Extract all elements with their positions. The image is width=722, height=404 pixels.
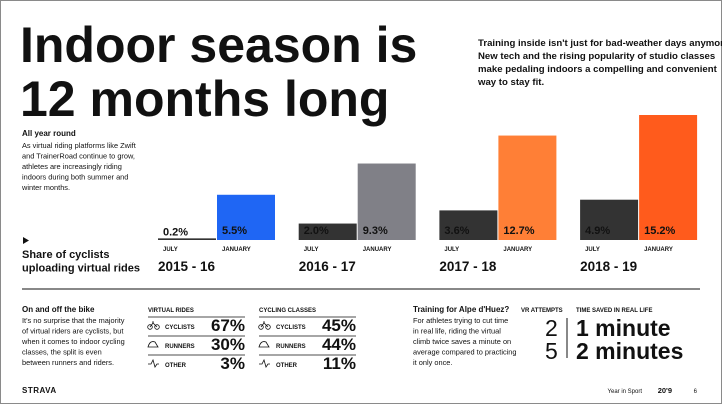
time-saved: 2 minutes: [576, 338, 683, 364]
other-icon: [259, 358, 270, 368]
series-label: JULY: [444, 247, 459, 253]
table-title: VIRTUAL RIDES: [148, 308, 194, 314]
bar: [217, 194, 275, 240]
bike-icon: [154, 324, 160, 330]
value-label: 3.6%: [444, 225, 469, 237]
value-label: 0.2%: [163, 226, 188, 238]
chart-title: uploading virtual rides: [22, 263, 140, 275]
value-label: 2.0%: [304, 225, 329, 237]
section-text: when it comes to indoor cycling: [21, 337, 125, 346]
season-label: 2015 - 16: [158, 259, 216, 274]
table-value: 11%: [323, 354, 356, 373]
section-text: As virtual riding platforms like Zwift: [22, 141, 136, 150]
value-label: 9.3%: [363, 225, 388, 237]
table-value: 44%: [322, 335, 356, 354]
section-heading: All year round: [22, 129, 76, 138]
table-label: CYCLISTS: [276, 325, 306, 331]
bar: [580, 199, 639, 240]
bike-icon: [258, 324, 264, 330]
section-text: winter months.: [21, 183, 70, 192]
table-label: OTHER: [165, 363, 187, 369]
page-number: 6: [694, 389, 698, 395]
section-text: average compared to practicing: [413, 348, 517, 357]
bike-icon: [265, 324, 271, 330]
section-text: climb twice saves a minute on: [413, 337, 511, 346]
series-label: JULY: [304, 247, 319, 253]
table-value: 3%: [220, 354, 245, 373]
table-label: RUNNERS: [276, 344, 306, 350]
section-text: in real life, riding the virtual: [413, 327, 501, 336]
footer-label: Year in Sport: [608, 389, 643, 395]
series-label: JANUARY: [503, 247, 532, 253]
section-heading: On and off the bike: [22, 305, 95, 314]
brand: STRAVA: [22, 386, 57, 395]
chart-title: Share of cyclists: [22, 249, 109, 261]
section-text: classes, the split is even: [22, 348, 102, 357]
other-icon: [148, 358, 159, 368]
section-text: of virtual riders are cyclists, but: [22, 327, 123, 336]
table-label: CYCLISTS: [165, 325, 195, 331]
title: 12 months long: [20, 71, 389, 127]
section-text: For athletes trying to cut time: [413, 316, 508, 325]
season-label: 2018 - 19: [580, 259, 637, 274]
stat-heading: TIME SAVED IN REAL LIFE: [576, 308, 652, 314]
intro-text: make pedaling indoors a compelling and c…: [478, 64, 718, 75]
section-text: indoors during both summer and: [22, 173, 128, 182]
intro-text: New tech and the rising popularity of st…: [478, 51, 715, 62]
table-title: CYCLING CLASSES: [259, 308, 316, 314]
attempt-count: 5: [545, 338, 558, 364]
value-label: 4.9%: [585, 225, 610, 237]
series-label: JULY: [585, 247, 600, 253]
time-saved: 1 minute: [576, 315, 671, 341]
table-label: OTHER: [276, 363, 298, 369]
runner-icon: [258, 341, 270, 348]
section-text: It's no surprise that the majority: [22, 316, 125, 325]
series-label: JANUARY: [222, 247, 251, 253]
bike-icon: [147, 324, 153, 330]
section-text: between runners and riders.: [22, 358, 114, 367]
stat-heading: VR ATTEMPTS: [521, 308, 563, 314]
season-label: 2017 - 18: [439, 259, 497, 274]
title: Indoor season is: [20, 17, 417, 73]
table-value: 45%: [322, 316, 356, 335]
pointer-triangle: [23, 237, 29, 244]
intro-text: Training inside isn't just for bad-weath…: [478, 38, 722, 49]
season-label: 2016 - 17: [299, 259, 356, 274]
series-label: JANUARY: [363, 247, 392, 253]
series-label: JANUARY: [644, 247, 673, 253]
table-value: 30%: [211, 335, 245, 354]
section-text: athletes are increasingly riding: [22, 162, 122, 171]
intro-text: way to stay fit.: [477, 77, 544, 88]
series-label: JULY: [163, 247, 178, 253]
value-label: 12.7%: [503, 225, 534, 237]
runner-icon: [147, 341, 159, 348]
attempt-count: 2: [545, 315, 558, 341]
section-heading: Training for Alpe d'Huez?: [413, 305, 509, 314]
bike-icon: [260, 321, 269, 328]
bar: [639, 115, 698, 240]
bar: [158, 238, 216, 240]
bar: [498, 135, 557, 240]
bar: [298, 223, 357, 240]
section-text: it only once.: [413, 358, 452, 367]
bar: [439, 210, 498, 240]
table-value: 67%: [211, 316, 245, 335]
value-label: 5.5%: [222, 225, 247, 237]
value-label: 15.2%: [644, 225, 675, 237]
bike-icon: [149, 321, 158, 328]
bar: [357, 163, 416, 240]
section-text: and TrainerRoad continue to grow,: [22, 152, 135, 161]
table-label: RUNNERS: [165, 344, 195, 350]
footer-year: 20'9: [658, 386, 672, 395]
